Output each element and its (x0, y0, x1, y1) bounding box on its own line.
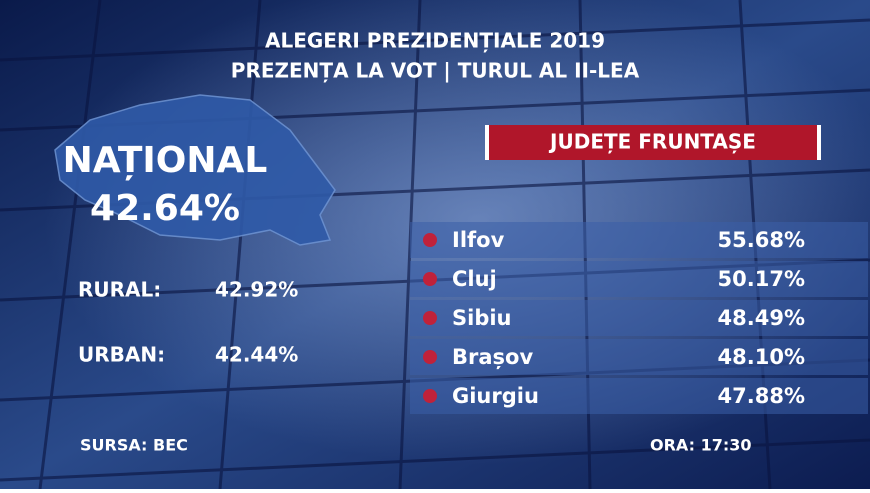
romania-map (54, 94, 336, 246)
title: ALEGERI PREZIDENȚIALE 2019 (265, 29, 605, 53)
counties-title: JUDEȚE FRUNTAȘE (548, 130, 756, 154)
county-row (410, 300, 868, 336)
subtitle: PREZENȚA LA VOT | TURUL AL II-LEA (231, 59, 640, 83)
county-name: Cluj (452, 267, 497, 291)
county-value: 48.49% (718, 306, 805, 330)
urban-label: URBAN: (78, 343, 165, 367)
county-row (410, 339, 868, 375)
source: SURSA: BEC (80, 436, 188, 455)
urban-value: 42.44% (215, 343, 298, 367)
counties-header (489, 125, 817, 160)
county-value: 47.88% (718, 384, 805, 408)
county-name: Brașov (452, 345, 533, 369)
national-label: NAȚIONAL (63, 140, 268, 181)
county-name: Giurgiu (452, 384, 539, 408)
rural-value: 42.92% (215, 278, 298, 302)
county-name: Ilfov (452, 228, 505, 252)
bullet (423, 350, 437, 364)
bullet (423, 311, 437, 325)
bullet (423, 389, 437, 403)
counties-table: Ilfov 55.68% Cluj 50.17% Sibiu 48.49% Brașov 48… (410, 222, 868, 414)
county-value: 55.68% (718, 228, 805, 252)
county-value: 50.17% (718, 267, 805, 291)
bullet (423, 233, 437, 247)
time: ORA: 17:30 (650, 436, 752, 455)
county-row (410, 378, 868, 414)
county-name: Sibiu (452, 306, 512, 330)
national-value: 42.64% (90, 188, 240, 229)
county-value: 48.10% (718, 345, 805, 369)
county-row (410, 261, 868, 297)
county-row (410, 222, 868, 258)
bullet (423, 272, 437, 286)
rural-label: RURAL: (78, 278, 161, 302)
